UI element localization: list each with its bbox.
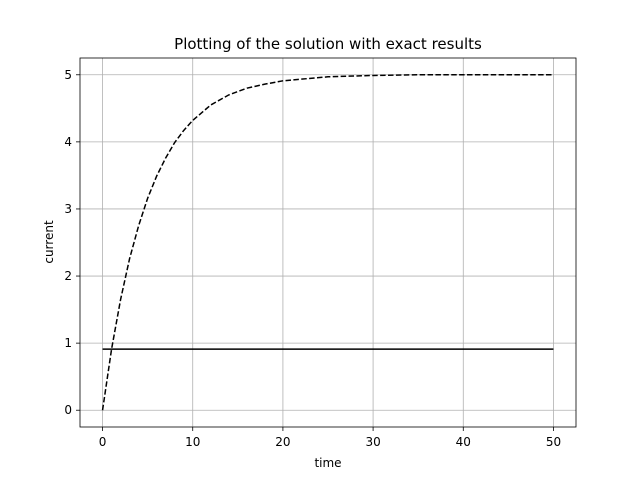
- x-tick-label: 40: [456, 435, 471, 449]
- series-layer: [101, 74, 554, 411]
- chart-title: Plotting of the solution with exact resu…: [174, 35, 482, 53]
- y-tick-label: 0: [64, 403, 72, 417]
- x-tick-label: 50: [546, 435, 561, 449]
- y-tick-label: 3: [64, 202, 72, 216]
- x-tick-label: 20: [275, 435, 290, 449]
- axes-layer: 0 10 20 30 40 50 0 1 2 3 4 5: [64, 57, 577, 449]
- axes-frame: [79, 57, 577, 428]
- x-tick-label: 30: [365, 435, 380, 449]
- y-axis-label: current: [42, 220, 56, 264]
- x-axis-label: time: [314, 456, 341, 470]
- y-tick-label: 2: [64, 269, 72, 283]
- y-tick-label: 4: [64, 135, 72, 149]
- y-tick-label: 5: [64, 68, 72, 82]
- x-tick-label: 0: [99, 435, 107, 449]
- grid-layer: [80, 58, 576, 427]
- series-line-1: [101, 74, 554, 411]
- y-tick-label: 1: [64, 336, 72, 350]
- x-tick-label: 10: [185, 435, 200, 449]
